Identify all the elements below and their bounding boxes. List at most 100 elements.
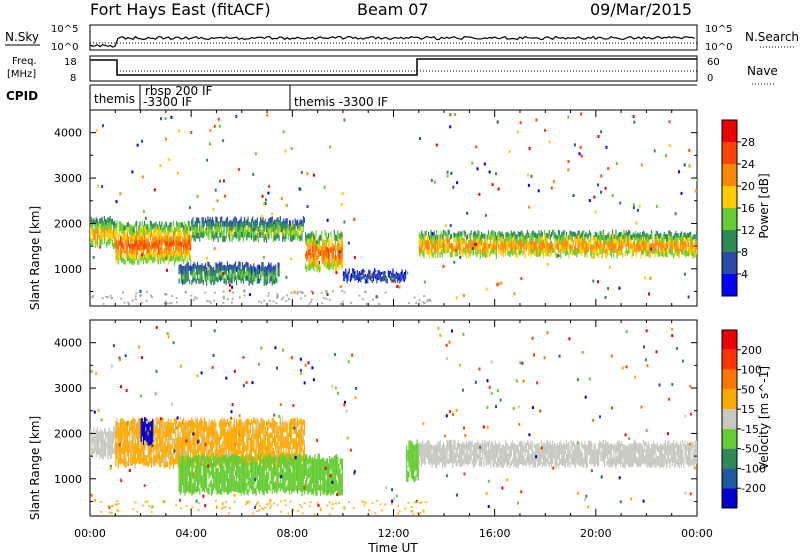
echo-cell <box>170 419 172 425</box>
near-range-point <box>426 300 429 303</box>
echo-cell <box>98 432 100 439</box>
echo-cell <box>595 241 597 247</box>
echo-cell <box>689 236 691 242</box>
echo-cell <box>202 464 204 471</box>
echo-cell <box>144 439 146 446</box>
echo-cell <box>544 234 546 240</box>
echo-cell <box>302 226 304 232</box>
echo-cell <box>273 219 276 226</box>
echo-cell <box>117 234 119 241</box>
echo-cell <box>667 252 669 258</box>
echo-cell <box>213 275 215 281</box>
echo-cell <box>195 265 197 271</box>
echo-cell <box>310 252 312 259</box>
near-range-point <box>287 298 290 300</box>
echo-cell <box>233 481 235 487</box>
echo-cell <box>122 242 124 248</box>
echo-cell <box>118 453 120 459</box>
echo-cell <box>632 241 634 247</box>
echo-cell <box>260 433 262 439</box>
echo-cell <box>176 221 178 227</box>
echo-cell <box>147 446 149 452</box>
echo-cell <box>115 451 117 457</box>
echo-cell <box>668 230 670 236</box>
echo-cell <box>139 245 141 252</box>
echo-cell <box>252 445 254 452</box>
echo-cell <box>137 249 139 256</box>
near-range-point <box>145 290 148 293</box>
echo-cell <box>514 235 516 241</box>
echo-cell <box>139 236 141 242</box>
echo-cell <box>117 462 119 469</box>
echo-cell <box>217 434 219 440</box>
echo-cell <box>113 448 115 455</box>
echo-cell <box>177 426 179 433</box>
echo-cell <box>214 274 216 280</box>
echo-cell <box>375 276 377 280</box>
echo-cell <box>457 240 460 246</box>
echo-cell <box>552 229 554 235</box>
echo-cell <box>179 245 181 252</box>
echo-cell <box>132 457 134 464</box>
echo-cell <box>150 462 153 468</box>
nsearch-tick-high: 10^5 <box>705 24 732 35</box>
echo-cell <box>505 241 507 247</box>
echo-cell <box>213 432 215 438</box>
echo-cell <box>180 269 182 275</box>
echo-cell <box>691 241 693 247</box>
echo-cell <box>163 239 165 245</box>
echo-cell <box>663 240 665 246</box>
echo-cell <box>440 244 442 250</box>
scatter-point <box>343 118 346 122</box>
echo-cell <box>170 231 172 238</box>
echo-cell <box>225 460 227 466</box>
echo-cell <box>141 422 143 428</box>
echo-cell <box>167 451 169 458</box>
echo-cell <box>436 239 438 245</box>
echo-cell <box>282 220 284 227</box>
echo-cell <box>555 234 557 240</box>
echo-cell <box>645 252 647 258</box>
echo-cell <box>490 241 492 247</box>
scatter-point <box>588 199 591 203</box>
echo-cell <box>148 232 150 238</box>
echo-cell <box>556 235 558 241</box>
echo-cell <box>505 237 507 243</box>
echo-cell <box>192 467 194 474</box>
echo-cell <box>123 434 125 441</box>
echo-cell <box>240 489 242 496</box>
echo-cell <box>230 230 232 236</box>
echo-cell <box>183 482 185 488</box>
echo-cell <box>200 477 202 483</box>
echo-cell <box>653 248 655 254</box>
echo-cell <box>175 418 177 425</box>
echo-cell <box>176 448 178 454</box>
echo-cell <box>201 267 203 273</box>
echo-cell <box>188 462 191 468</box>
near-range-point <box>263 299 266 302</box>
echo-cell <box>168 443 170 450</box>
echo-cell <box>294 223 296 230</box>
echo-cell <box>400 276 402 280</box>
near-range-point <box>339 302 342 305</box>
echo-cell <box>426 249 428 255</box>
echo-cell <box>264 431 266 437</box>
echo-cell <box>142 421 145 427</box>
echo-cell <box>636 238 638 244</box>
echo-cell <box>185 238 187 244</box>
echo-cell <box>177 446 179 453</box>
echo-cell <box>628 230 630 236</box>
echo-cell <box>165 451 168 457</box>
echo-cell <box>198 217 200 224</box>
echo-cell <box>647 233 649 239</box>
echo-cell <box>599 239 601 245</box>
echo-cell <box>316 265 318 272</box>
echo-cell <box>144 454 146 461</box>
echo-cell <box>262 429 264 436</box>
y-tick-label: 2000 <box>54 217 82 230</box>
echo-cell <box>130 455 132 461</box>
echo-cell <box>246 458 248 465</box>
echo-cell <box>218 226 220 232</box>
echo-cell <box>614 247 616 253</box>
echo-cell <box>262 262 264 268</box>
